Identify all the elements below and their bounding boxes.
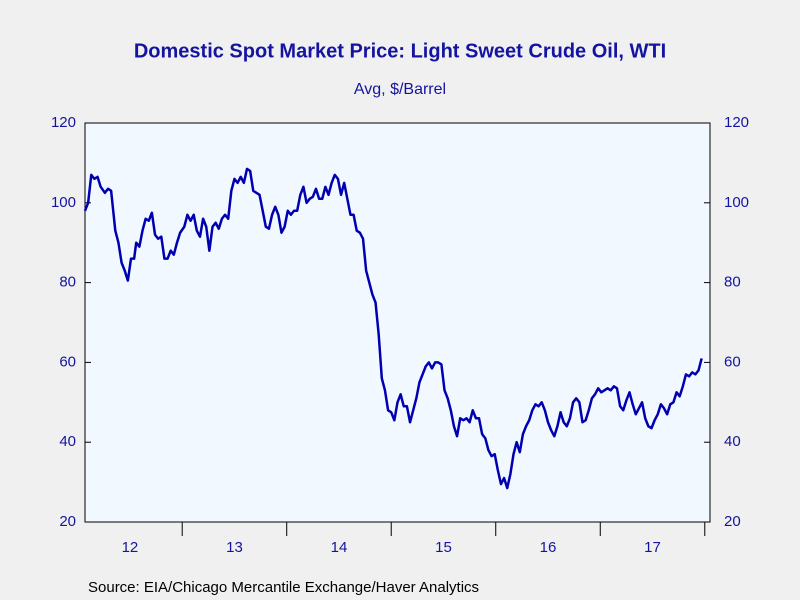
- x-tick-label: 14: [331, 539, 348, 556]
- plot-area: [84, 122, 711, 523]
- source-note: Source: EIA/Chicago Mercantile Exchange/…: [88, 579, 479, 596]
- x-tick-label: 12: [122, 539, 139, 556]
- x-tick-label: 17: [644, 539, 661, 556]
- x-tick-label: 16: [540, 539, 557, 556]
- y-tick-label: 60: [59, 353, 76, 370]
- price-line: [83, 167, 703, 490]
- y-tick-label: 20: [59, 513, 76, 530]
- y2-tick-label: 100: [724, 194, 749, 211]
- chart-title: Domestic Spot Market Price: Light Sweet …: [134, 40, 666, 62]
- x-tick-label: 13: [226, 539, 243, 556]
- y2-tick-label: 60: [724, 353, 741, 370]
- y2-tick-label: 20: [724, 513, 741, 530]
- y-tick-label: 80: [59, 274, 76, 291]
- y-tick-label: 100: [51, 194, 76, 211]
- y2-tick-label: 80: [724, 274, 741, 291]
- y2-tick-label: 120: [724, 114, 749, 131]
- x-tick-label: 15: [435, 539, 452, 556]
- y-tick-label: 120: [51, 114, 76, 131]
- chart-subtitle: Avg, $/Barrel: [354, 81, 446, 98]
- y2-tick-label: 40: [724, 433, 741, 450]
- y-tick-label: 40: [59, 433, 76, 450]
